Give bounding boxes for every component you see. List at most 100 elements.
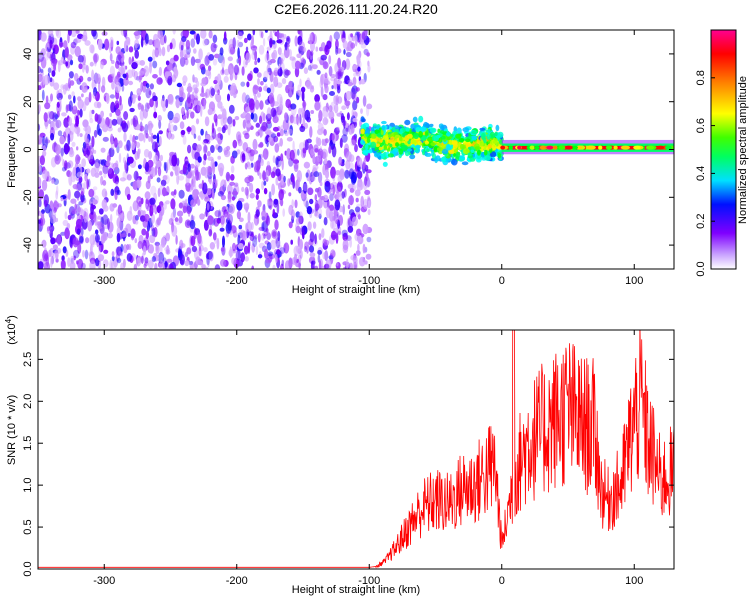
heatmap-cell	[465, 138, 471, 143]
heatmap-cell	[126, 244, 130, 250]
heatmap-cell	[169, 124, 175, 133]
heatmap-cell	[234, 251, 239, 260]
heatmap-cell	[317, 249, 322, 255]
heatmap-cell	[315, 203, 320, 211]
heatmap-cell	[41, 239, 47, 248]
heatmap-cell	[38, 135, 41, 140]
heatmap-cell	[162, 187, 167, 197]
heatmap-cell	[47, 30, 54, 36]
heatmap-cell	[322, 106, 329, 119]
heatmap-cell	[42, 249, 49, 262]
heatmap-cell	[450, 133, 454, 138]
heatmap-cell	[142, 210, 146, 216]
heatmap-cell	[152, 60, 158, 69]
heatmap-cell	[208, 30, 213, 39]
heatmap-cell	[80, 209, 85, 216]
heatmap-cell	[318, 260, 322, 269]
x-tick-label: 0	[499, 575, 505, 587]
heatmap-cell	[370, 141, 377, 149]
heatmap-cell	[142, 82, 147, 93]
heatmap-cell	[279, 103, 284, 111]
heatmap-cell	[119, 95, 122, 106]
heatmap-cell	[261, 222, 265, 232]
heatmap-cell	[86, 178, 89, 190]
heatmap-cell	[262, 37, 266, 47]
heatmap-cell	[93, 87, 98, 97]
heatmap-cell	[176, 157, 180, 167]
heatmap-cell	[558, 145, 566, 150]
heatmap-cell	[300, 107, 305, 113]
heatmap-cell	[98, 159, 105, 165]
heatmap-cell	[200, 128, 204, 136]
heatmap-cell	[553, 145, 558, 150]
heatmap-cell	[104, 38, 110, 51]
heatmap-cell	[73, 105, 77, 110]
heatmap-cell	[73, 255, 76, 261]
heatmap-cell	[347, 79, 352, 84]
heatmap-cell	[347, 204, 351, 210]
heatmap-cell	[280, 153, 284, 162]
heatmap-cell	[134, 140, 138, 147]
heatmap-cell	[143, 148, 150, 158]
y-tick-label: 0.5	[22, 519, 34, 534]
heatmap-cell	[564, 145, 573, 150]
heatmap-cell	[116, 40, 120, 46]
heatmap-cell	[59, 135, 65, 145]
heatmap-cell	[67, 160, 74, 169]
heatmap-cell	[336, 112, 343, 117]
heatmap-cell	[242, 130, 249, 136]
heatmap-cell	[54, 154, 61, 165]
heatmap-cell	[89, 145, 93, 150]
heatmap-cell	[357, 157, 363, 168]
heatmap-cell	[211, 122, 215, 134]
heatmap-cell	[451, 158, 458, 166]
heatmap-cell	[179, 90, 184, 102]
heatmap-cell	[334, 103, 339, 114]
heatmap-cell	[277, 230, 281, 242]
snr-x-ticks: -300 -200 -100 0 100	[93, 330, 643, 587]
heatmap-cell	[217, 145, 223, 153]
heatmap-cell	[60, 56, 65, 64]
heatmap-cell	[190, 111, 195, 119]
heatmap-cell	[261, 210, 267, 222]
heatmap-cell	[200, 30, 207, 39]
heatmap-cell	[364, 176, 368, 187]
heatmap-cell	[44, 139, 51, 144]
heatmap-cell	[247, 211, 251, 224]
heatmap-cell	[149, 205, 154, 217]
heatmap-cell	[340, 66, 345, 73]
heatmap-cell	[314, 233, 317, 245]
heatmap-cell	[320, 86, 324, 97]
heatmap-cell	[77, 99, 84, 110]
heatmap-cell	[323, 129, 327, 136]
heatmap-cell	[137, 210, 141, 217]
figure-title: C2E6.2026.111.20.24.R20	[274, 1, 438, 17]
heatmap-cell	[261, 216, 266, 221]
heatmap-cell	[291, 199, 295, 209]
heatmap-cell	[216, 217, 221, 224]
y-tick-label: 1.5	[22, 436, 34, 451]
heatmap-cell	[190, 235, 196, 247]
heatmap-cell	[441, 157, 446, 163]
heatmap-cell	[342, 204, 346, 215]
heatmap-cell	[116, 232, 121, 243]
heatmap-cell	[336, 80, 343, 85]
heatmap-cell	[171, 154, 178, 167]
heatmap-cell	[253, 67, 259, 74]
heatmap-cell	[69, 80, 75, 86]
heatmap-cell	[336, 126, 340, 131]
heatmap-cell	[144, 162, 150, 172]
heatmap-cell	[118, 152, 122, 163]
heatmap-cell	[146, 206, 150, 211]
heatmap-cell	[84, 249, 89, 260]
heatmap-cell	[176, 157, 180, 167]
heatmap-cell	[159, 135, 162, 147]
heatmap-cell	[238, 227, 243, 235]
heatmap-cell	[75, 115, 79, 127]
heatmap-cell	[429, 123, 434, 127]
heatmap-cell	[337, 57, 341, 69]
heatmap-cell	[234, 182, 239, 187]
heatmap-cell	[56, 101, 60, 108]
heatmap-cell	[50, 93, 53, 102]
heatmap-cell	[193, 133, 197, 139]
